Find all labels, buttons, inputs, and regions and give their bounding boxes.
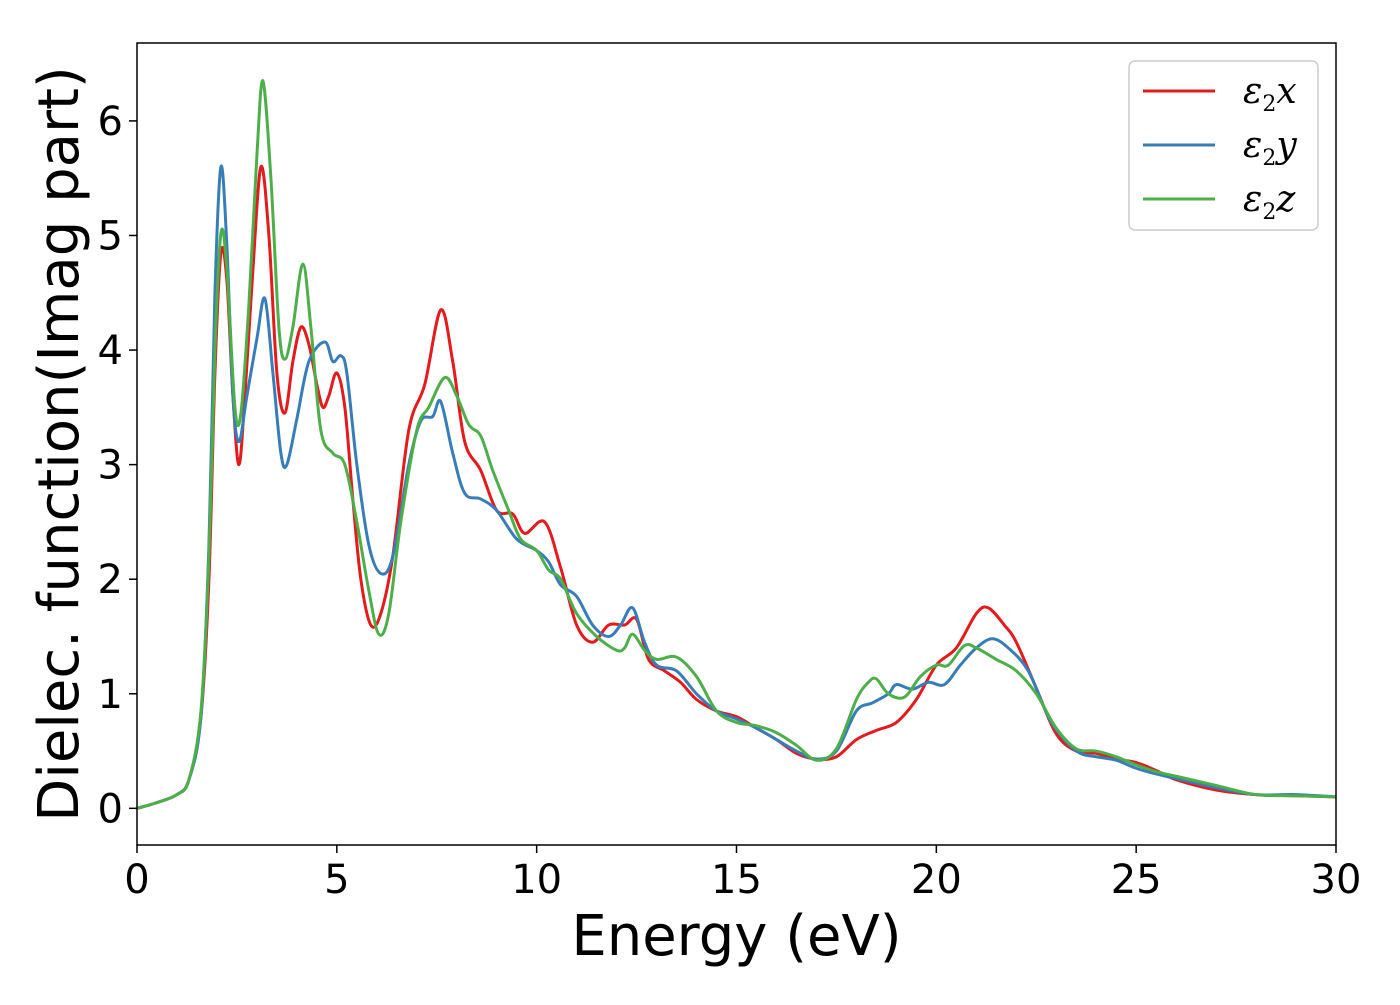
y-tick-label: 1: [98, 672, 123, 718]
legend-box: [1128, 60, 1319, 231]
legend-label-y: ε2y: [1243, 125, 1297, 171]
x-axis-label: Energy (eV): [571, 904, 901, 969]
y-tick-label: 6: [98, 99, 123, 145]
y-tick-label: 3: [98, 443, 123, 489]
y-tick-label: 4: [98, 328, 123, 374]
y-tick-label: 2: [98, 557, 123, 603]
x-tick-label: 0: [124, 857, 149, 903]
series-line-y: [137, 164, 1336, 810]
series-line-x: [137, 164, 1336, 810]
y-tick-label: 5: [98, 213, 123, 259]
legend-label-z: ε2z: [1243, 179, 1296, 225]
series-line-z: [137, 79, 1336, 810]
x-tick-label: 20: [911, 857, 962, 903]
x-tick-label: 25: [1111, 857, 1162, 903]
plot-lines: [137, 79, 1336, 810]
legend-label-x: ε2x: [1243, 71, 1297, 117]
y-axis: 0 1 2 3 4 5 6: [98, 99, 137, 832]
x-tick-label: 10: [511, 857, 562, 903]
legend: ε2x ε2y ε2z: [1128, 60, 1319, 231]
y-axis-label: Dielec. function(Imag part): [27, 66, 92, 822]
x-tick-label: 5: [324, 857, 349, 903]
y-tick-label: 0: [98, 786, 123, 832]
x-axis: 0 5 10 15 20 25 30: [124, 845, 1361, 903]
x-tick-label: 15: [711, 857, 762, 903]
x-tick-label: 30: [1311, 857, 1362, 903]
